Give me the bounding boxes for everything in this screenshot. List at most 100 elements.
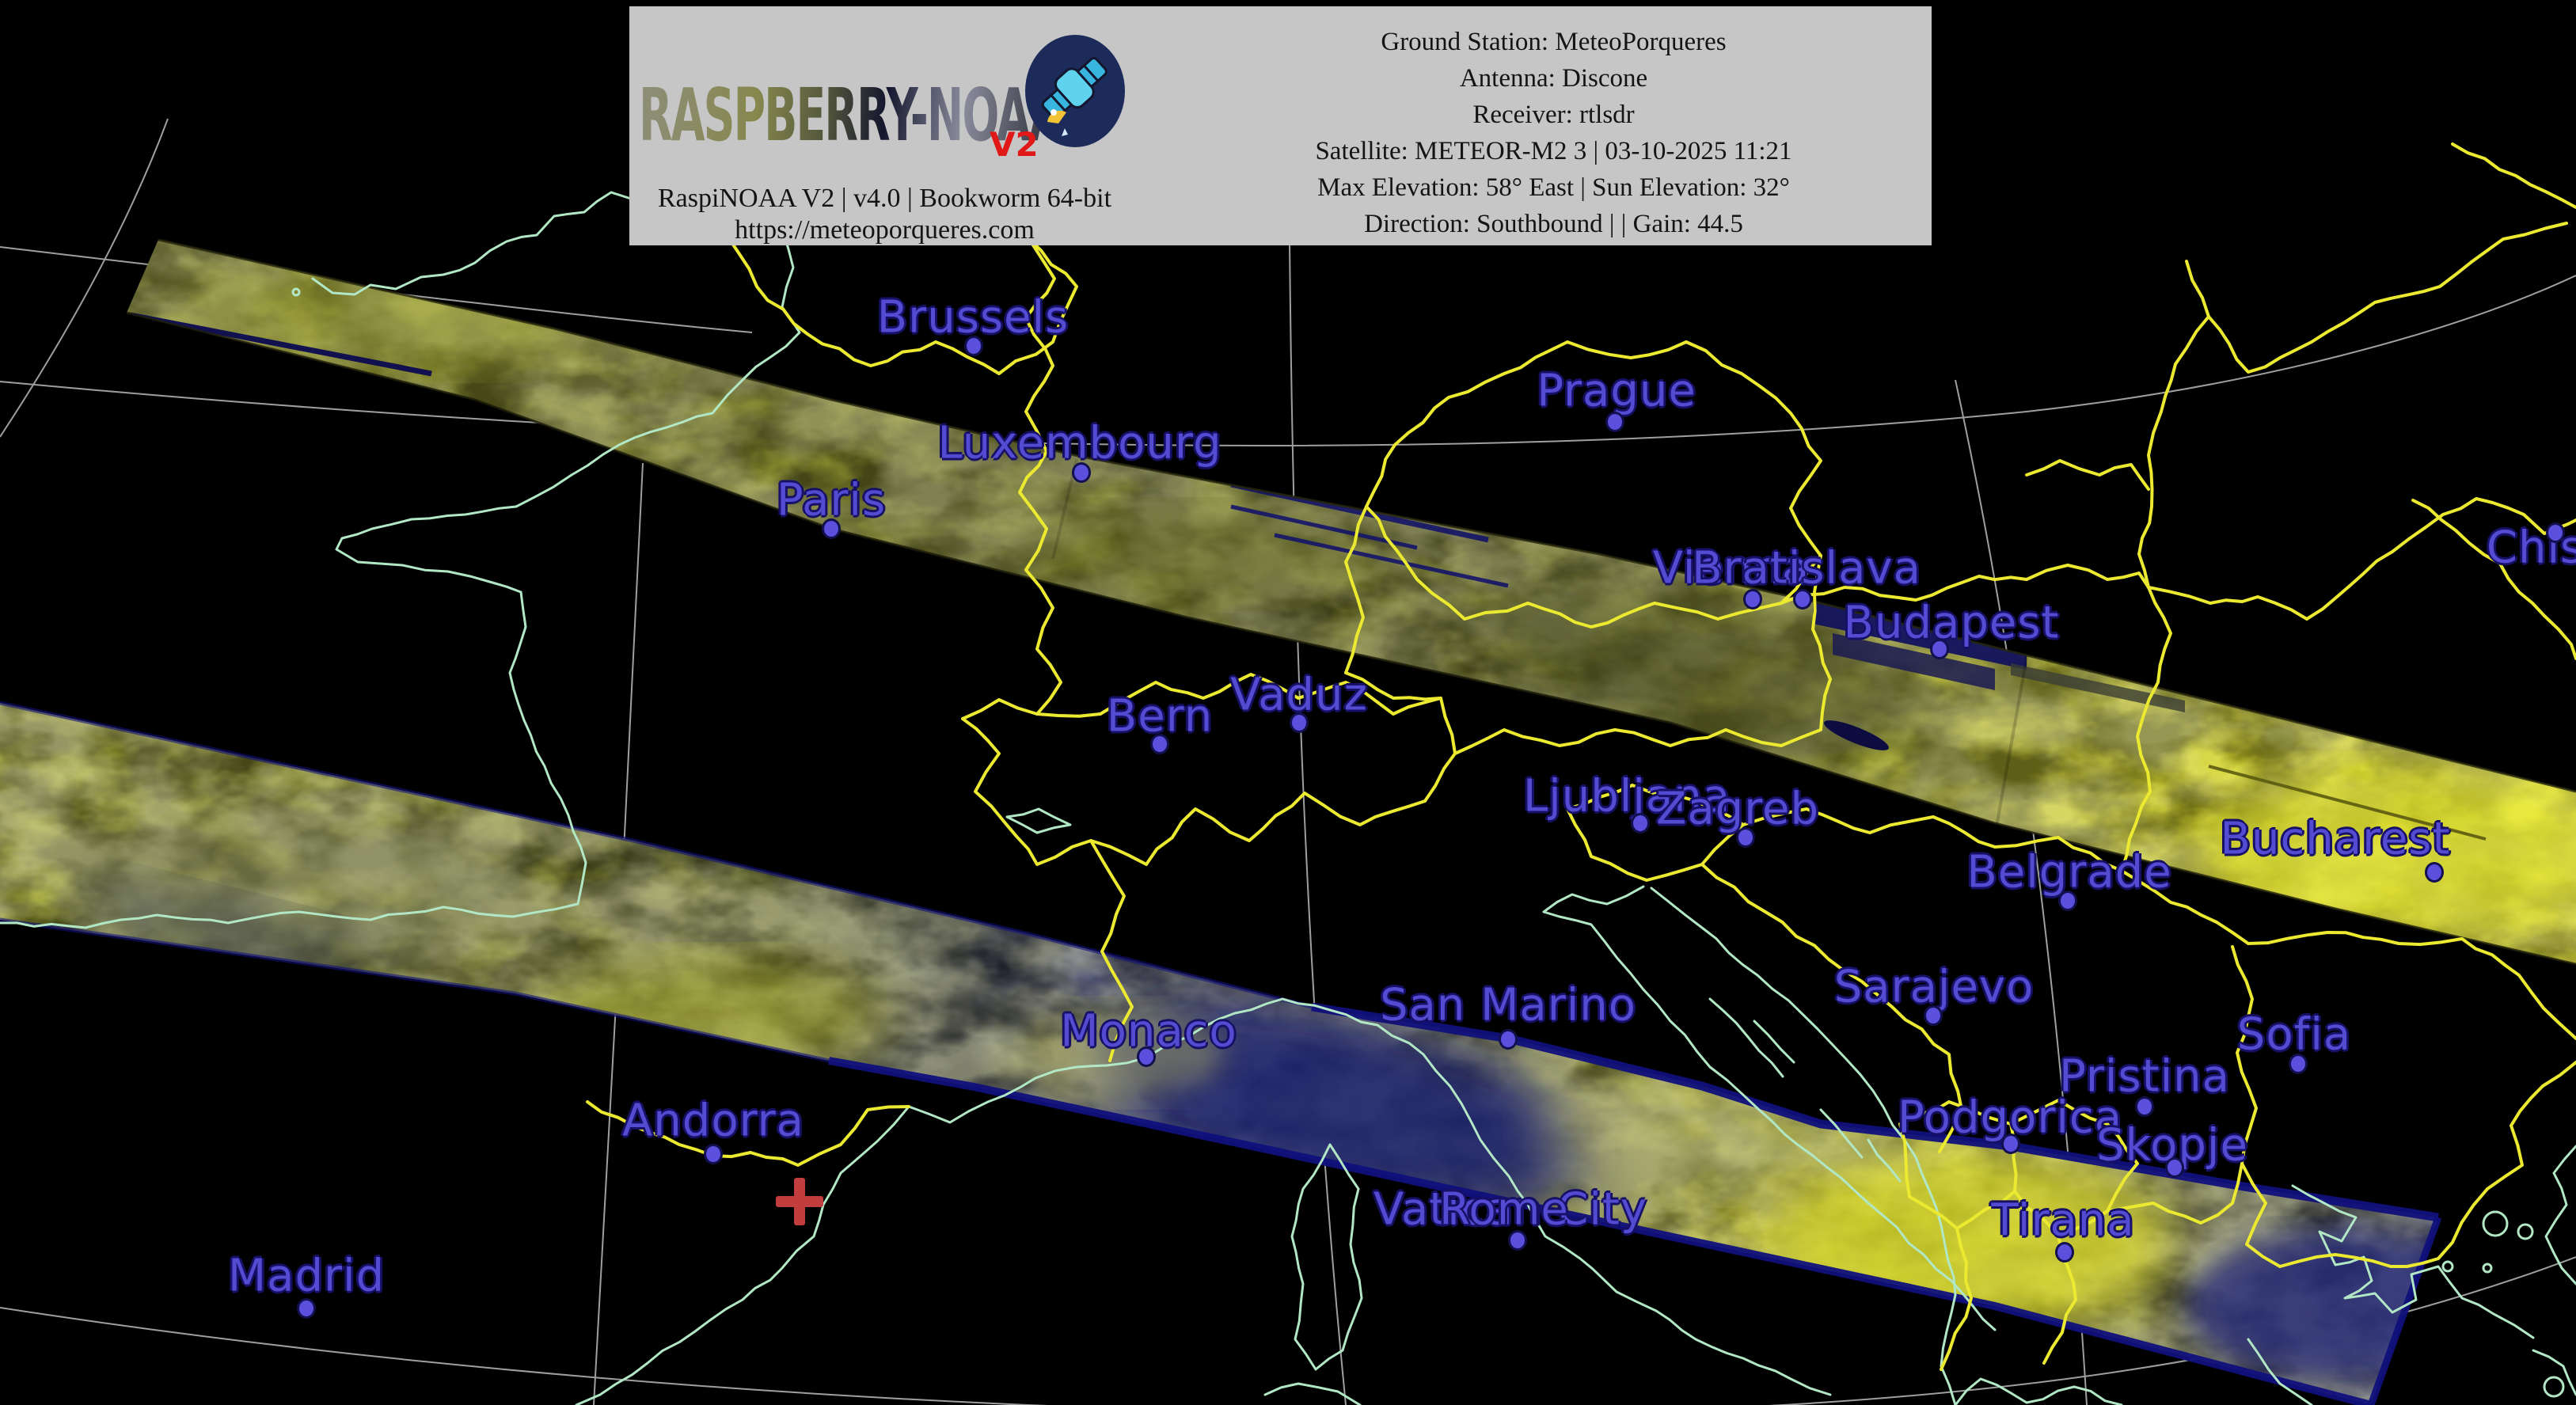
- graticule-line: [0, 275, 2576, 446]
- border-line: [1780, 575, 2028, 605]
- coastline: [508, 590, 587, 906]
- border-line: [2231, 945, 2258, 1165]
- city-dot: [2001, 1133, 2020, 1154]
- city-dot: [2058, 890, 2077, 911]
- city-dot: [964, 336, 983, 356]
- coastline: [2532, 1349, 2576, 1396]
- city-label: Vatican City: [1373, 1183, 1647, 1236]
- city-label: Brussels: [876, 291, 1070, 344]
- graticule-line: [0, 118, 169, 438]
- coastline: [2544, 1145, 2576, 1285]
- pass-info-block: Ground Station: MeteoPorqueres Antenna: …: [1187, 24, 1920, 242]
- city-label: Bucharest: [2220, 813, 2451, 865]
- border-line: [1453, 554, 1832, 755]
- raspberry-noaa-logo: RASPBERRY-NOAA: [639, 73, 1063, 158]
- city-label: Sarajevo: [1833, 961, 2035, 1013]
- city-label: Andorra: [622, 1095, 804, 1147]
- coastline: [0, 902, 579, 929]
- coastline: [1650, 887, 1957, 1405]
- city-dot: [2165, 1157, 2184, 1178]
- island: [2441, 1260, 2454, 1273]
- city-dot: [1290, 712, 1309, 733]
- city-dot: [1736, 827, 1755, 848]
- satellite-logo-icon: [1025, 35, 1125, 147]
- city-dot: [2425, 862, 2444, 883]
- coastline: [1819, 1108, 1864, 1159]
- city-dot: [2546, 522, 2565, 543]
- coastline: [1954, 1377, 2123, 1405]
- city-label: Madrid: [227, 1250, 386, 1302]
- coastline: [1753, 1020, 1795, 1064]
- island: [2482, 1263, 2493, 1274]
- border-line: [2106, 1162, 2244, 1225]
- city-dot: [297, 1298, 316, 1319]
- coastline: [575, 1105, 910, 1405]
- city-dot: [822, 518, 841, 539]
- logo-v2-badge: V2: [990, 125, 1039, 164]
- border-line: [2120, 586, 2172, 872]
- ground-station-line: Ground Station: MeteoPorqueres: [1381, 28, 1727, 56]
- border-line: [2240, 1162, 2489, 1268]
- coastline: [335, 505, 522, 594]
- border-line: [961, 673, 1457, 866]
- elevation-line: Max Elevation: 58° East | Sun Elevation:…: [1317, 173, 1790, 202]
- city-label: Tirana: [1991, 1194, 2135, 1247]
- coastline: [1263, 1382, 1362, 1405]
- city-dot: [1072, 462, 1091, 483]
- city-label: Vienna: [1652, 542, 1810, 594]
- island: [2543, 1376, 2565, 1398]
- border-line: [2247, 931, 2576, 1040]
- city-label: Zagreb: [1655, 783, 1820, 835]
- border-line: [1940, 1227, 1973, 1371]
- border-line: [2411, 499, 2576, 660]
- border-line: [1898, 1100, 2018, 1230]
- satellite-line: Satellite: METEOR-M2 3 | 03-10-2025 11:2…: [1315, 137, 1792, 165]
- city-label: Bern: [1106, 690, 1214, 742]
- border-line: [586, 1100, 910, 1167]
- city-dot: [1137, 1046, 1156, 1067]
- border-line: [2207, 222, 2568, 374]
- city-label: Pristina: [2059, 1050, 2230, 1103]
- coastline: [1867, 1138, 1902, 1183]
- border-line: [1018, 237, 1062, 716]
- city-dot: [1508, 1230, 1527, 1251]
- city-label: San Marino: [1379, 979, 1637, 1031]
- city-dot: [704, 1144, 723, 1164]
- city-label: Paris: [776, 474, 887, 526]
- graticule-line: [0, 246, 753, 333]
- coastline: [2247, 1338, 2313, 1405]
- coastline: [1542, 885, 1645, 913]
- city-label: Ljubljana: [1522, 770, 1731, 822]
- antenna-line: Antenna: Discone: [1459, 64, 1648, 93]
- receiver-line: Receiver: rtlsdr: [1472, 101, 1635, 129]
- border-line: [1344, 505, 1442, 701]
- island: [2517, 1223, 2534, 1240]
- city-label: Vaduz: [1230, 669, 1368, 721]
- city-label: Sofia: [2236, 1008, 2352, 1061]
- border-line: [2486, 1061, 2576, 1190]
- coastline: [1005, 807, 1072, 834]
- border-line: [2147, 497, 2576, 621]
- border-line: [1742, 807, 2123, 872]
- ground-station-marker: [776, 1178, 823, 1225]
- city-dot: [1743, 589, 1762, 609]
- city-dot: [1793, 589, 1812, 609]
- direction-gain-line: Direction: Southbound | | Gain: 44.5: [1364, 210, 1743, 238]
- city-dot: [1499, 1029, 1518, 1050]
- version-line: RaspiNOAA V2 | v4.0 | Bookworm 64-bit: [657, 184, 1112, 213]
- border-line: [2025, 459, 2150, 491]
- city-label: Budapest: [1843, 597, 2060, 649]
- city-label: Rome: [1439, 1183, 1569, 1236]
- border-line: [1700, 863, 1963, 1153]
- border-line: [1365, 340, 1822, 628]
- coastline: [1542, 910, 1997, 1331]
- city-dot: [2289, 1054, 2308, 1074]
- border-line: [2025, 564, 2150, 589]
- ground-station-cross: [794, 1178, 805, 1225]
- city-label: Belgrade: [1966, 846, 2172, 898]
- city-label: Bratislava: [1692, 542, 1921, 594]
- station-url: https://meteoporqueres.com: [735, 215, 1035, 245]
- island: [2482, 1210, 2509, 1237]
